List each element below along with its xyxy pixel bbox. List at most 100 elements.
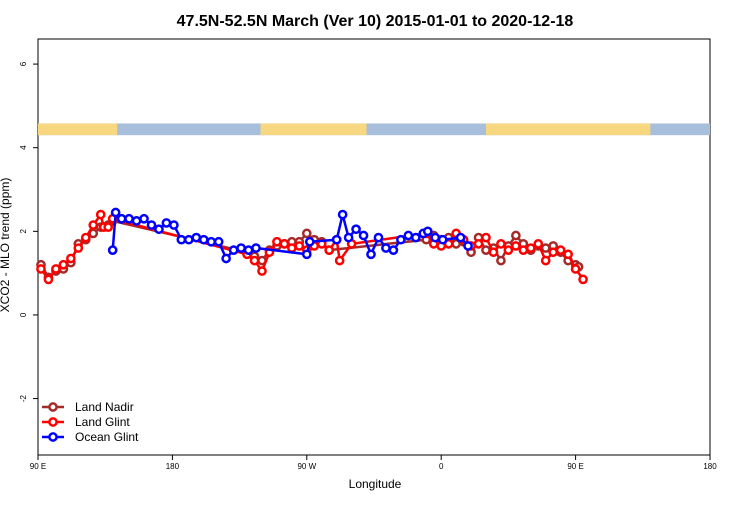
land-ocean-band (38, 123, 710, 136)
data-point (403, 230, 414, 241)
data-point (154, 224, 164, 235)
data-point (236, 243, 246, 253)
data-point (206, 236, 217, 247)
data-point (488, 247, 499, 258)
data-point (304, 236, 315, 247)
data-point (51, 264, 61, 274)
data-point (169, 220, 179, 230)
y-axis-label: XCO2 - MLO trend (ppm) (0, 178, 12, 313)
data-point (463, 241, 473, 251)
x-tick-label: 180 (703, 462, 717, 471)
x-tick-label: 90 E (30, 462, 46, 471)
data-point (422, 226, 433, 237)
legend-item: Ocean Glint (42, 430, 139, 444)
data-point (43, 274, 54, 285)
data-point (455, 232, 466, 243)
data-point (481, 245, 491, 255)
data-point (73, 243, 84, 253)
data-point (272, 236, 282, 247)
ocean-band (38, 123, 710, 136)
legend-item: Land Nadir (42, 400, 134, 414)
x-tick-label: 180 (166, 462, 180, 471)
x-tick-label: 90 W (297, 462, 316, 471)
data-point (343, 232, 354, 243)
data-point (139, 213, 149, 224)
land-segment (486, 123, 651, 136)
data-point (324, 245, 335, 255)
data-point (511, 241, 521, 251)
data-point (511, 230, 521, 241)
data-point (146, 220, 157, 230)
data-point (533, 239, 544, 249)
data-point (198, 234, 209, 245)
data-point (124, 213, 134, 224)
data-point (107, 245, 118, 255)
data-point (548, 247, 559, 258)
y-tick-label: 2 (19, 229, 28, 234)
data-point (36, 264, 46, 274)
data-point (334, 255, 345, 266)
data-point (301, 228, 312, 239)
data-point (518, 245, 529, 255)
legend-label: Land Nadir (75, 400, 134, 414)
data-point (80, 232, 91, 243)
data-point (473, 239, 484, 249)
legend-item: Land Glint (42, 415, 130, 429)
data-point (243, 245, 254, 255)
legend-label: Land Glint (75, 415, 130, 429)
data-point (578, 274, 588, 285)
x-axis-label: Longitude (349, 477, 402, 491)
data-point (103, 222, 114, 232)
x-axis: 90 E 180 90 W 0 90 E 180 (30, 455, 717, 471)
data-point (570, 264, 581, 274)
data-point (496, 239, 506, 249)
data-point (481, 232, 491, 243)
data-point (110, 207, 121, 218)
data-point (116, 213, 127, 224)
data-point (251, 243, 261, 253)
data-point (337, 209, 348, 220)
data-point (249, 255, 260, 266)
data-point (366, 249, 376, 260)
data-point (228, 245, 239, 255)
x-tick-label: 0 (439, 462, 444, 471)
data-point (358, 230, 369, 241)
data-point (294, 241, 305, 251)
data-point (58, 259, 69, 270)
x-tick-label: 90 E (567, 462, 583, 471)
data-point (540, 243, 551, 253)
plot-frame (37, 38, 711, 456)
data-point (496, 255, 506, 266)
data-point (221, 253, 232, 264)
data-point (388, 245, 399, 255)
legend-swatch-marker (48, 417, 58, 427)
y-tick-label: 0 (19, 312, 28, 317)
data-point (331, 234, 342, 245)
legend-swatch-marker (48, 402, 58, 412)
chart-title: 47.5N-52.5N March (Ver 10) 2015-01-01 to… (177, 13, 574, 30)
data-point (131, 216, 142, 226)
y-tick-label: 4 (19, 145, 28, 150)
data-point (287, 243, 297, 253)
data-point (410, 232, 421, 243)
data-point (563, 249, 573, 260)
land-segment (260, 123, 367, 136)
data-point (525, 243, 536, 253)
y-tick-label: -2 (19, 394, 28, 402)
data-point (555, 245, 566, 255)
legend-label: Ocean Glint (75, 430, 139, 444)
data-point (540, 255, 551, 266)
data-point (430, 232, 441, 243)
data-point (396, 234, 406, 245)
data-point (88, 220, 99, 230)
data-point (503, 245, 514, 255)
data-point (301, 249, 312, 260)
data-point (213, 236, 224, 247)
land-segment (38, 123, 118, 136)
data-point (176, 234, 187, 245)
series-layer (36, 207, 588, 285)
data-point (257, 266, 267, 276)
